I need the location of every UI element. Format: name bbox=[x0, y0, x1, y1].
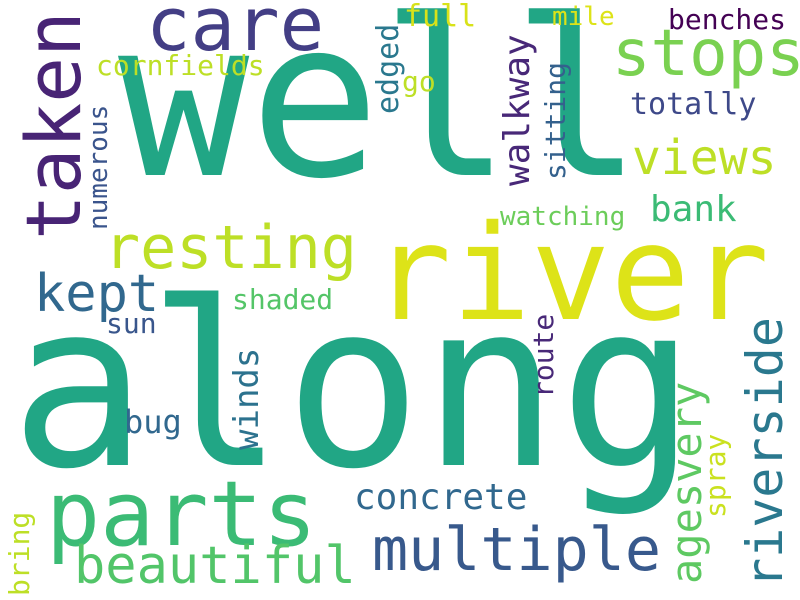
word-winds: winds bbox=[227, 347, 267, 450]
word-river: river bbox=[372, 197, 770, 351]
word-views: views bbox=[632, 130, 777, 186]
word-taken: taken bbox=[9, 11, 98, 240]
word-care: care bbox=[146, 0, 325, 68]
word-bank: bank bbox=[650, 189, 737, 230]
word-bug: bug bbox=[124, 403, 182, 441]
word-resting: resting bbox=[104, 213, 357, 283]
word-route: route bbox=[527, 313, 560, 398]
word-full: full bbox=[404, 0, 477, 34]
word-sitting: sitting bbox=[539, 61, 572, 180]
word-beautiful: beautiful bbox=[74, 536, 356, 596]
word-spray: spray bbox=[699, 433, 732, 518]
word-stops: stops bbox=[612, 17, 800, 91]
word-edged: edged bbox=[371, 23, 406, 114]
word-numerous: watching bbox=[500, 202, 626, 232]
word-watching: numerous bbox=[84, 104, 114, 230]
word-kept: kept bbox=[34, 264, 160, 324]
word-go: go bbox=[402, 65, 436, 98]
word-cornfields: cornfields bbox=[96, 49, 265, 82]
word-sun: sun bbox=[106, 307, 157, 340]
word-benches: benches bbox=[668, 3, 787, 36]
word-parts: parts bbox=[46, 462, 317, 567]
word-shaded: shaded bbox=[232, 283, 334, 316]
word-totally: totally bbox=[630, 87, 757, 122]
word-well: well bbox=[118, 0, 643, 227]
word-walkway: walkway bbox=[497, 34, 538, 186]
word-riverside: riverside bbox=[736, 317, 794, 588]
word-bring: bring bbox=[3, 511, 36, 596]
word-concrete: concrete bbox=[354, 477, 528, 518]
word-multiple: multiple bbox=[372, 515, 661, 585]
word-along: along bbox=[10, 253, 697, 519]
word-mile: mile bbox=[552, 2, 615, 32]
